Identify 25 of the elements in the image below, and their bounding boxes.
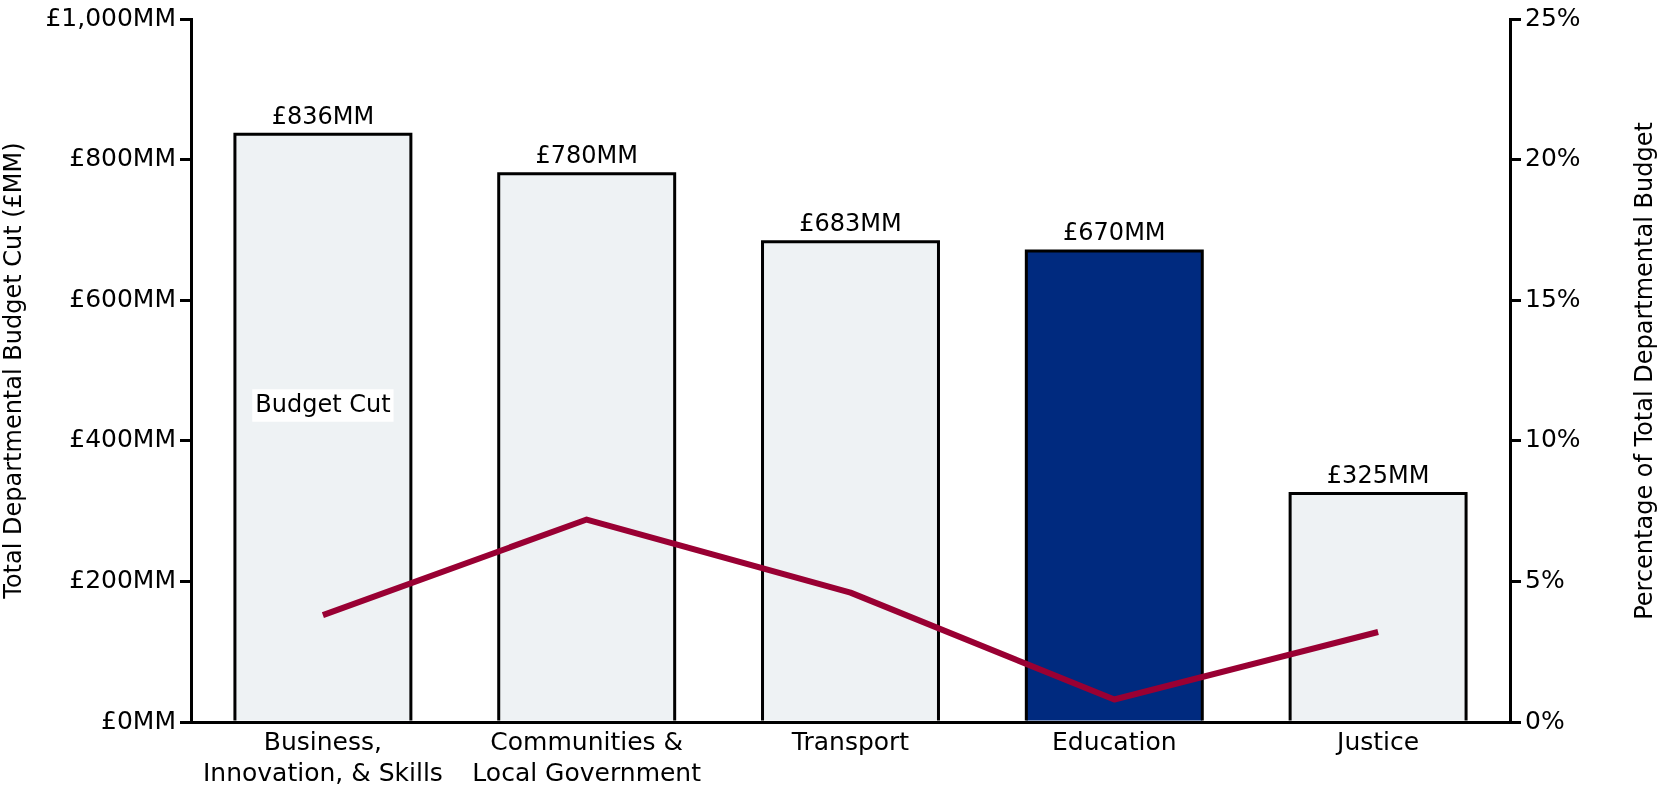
y-tick-label: £200MM	[69, 564, 176, 594]
x-tick-label: Communities & Local Government	[472, 727, 702, 788]
y-tick-label: £0MM	[101, 705, 176, 735]
y2-tick-label: 15%	[1525, 283, 1581, 313]
y2-tick-label: 25%	[1525, 2, 1581, 32]
y2-tick-label: 10%	[1525, 424, 1581, 454]
data-label: £325MM	[1326, 460, 1430, 489]
y-tick-label: £1,000MM	[45, 2, 176, 32]
y2-tick-label: 0%	[1525, 705, 1565, 735]
x-tick-label: Education	[1052, 727, 1177, 757]
data-label: £836MM	[271, 101, 375, 130]
data-label: £683MM	[799, 209, 902, 238]
x-tick-label: Justice	[1335, 727, 1420, 757]
y2-tick-label: 5%	[1525, 564, 1565, 594]
x-tick-label: Transport	[790, 727, 910, 757]
series-label: Budget Cut	[255, 389, 391, 418]
data-label: £670MM	[1063, 218, 1166, 247]
x-tick-label: Business, Innovation, & Skills	[202, 727, 443, 788]
y-tick-label: £800MM	[69, 143, 176, 173]
y2-tick-label: 20%	[1525, 143, 1581, 173]
y-tick-label: £400MM	[69, 424, 176, 454]
y-tick-label: £600MM	[69, 283, 176, 313]
y-axis-title: Total Departmental Budget Cut (£MM)	[0, 142, 27, 600]
y2-axis-title: Percentage of Total Departmental Budget	[1629, 121, 1658, 620]
data-label: £780MM	[535, 140, 638, 169]
